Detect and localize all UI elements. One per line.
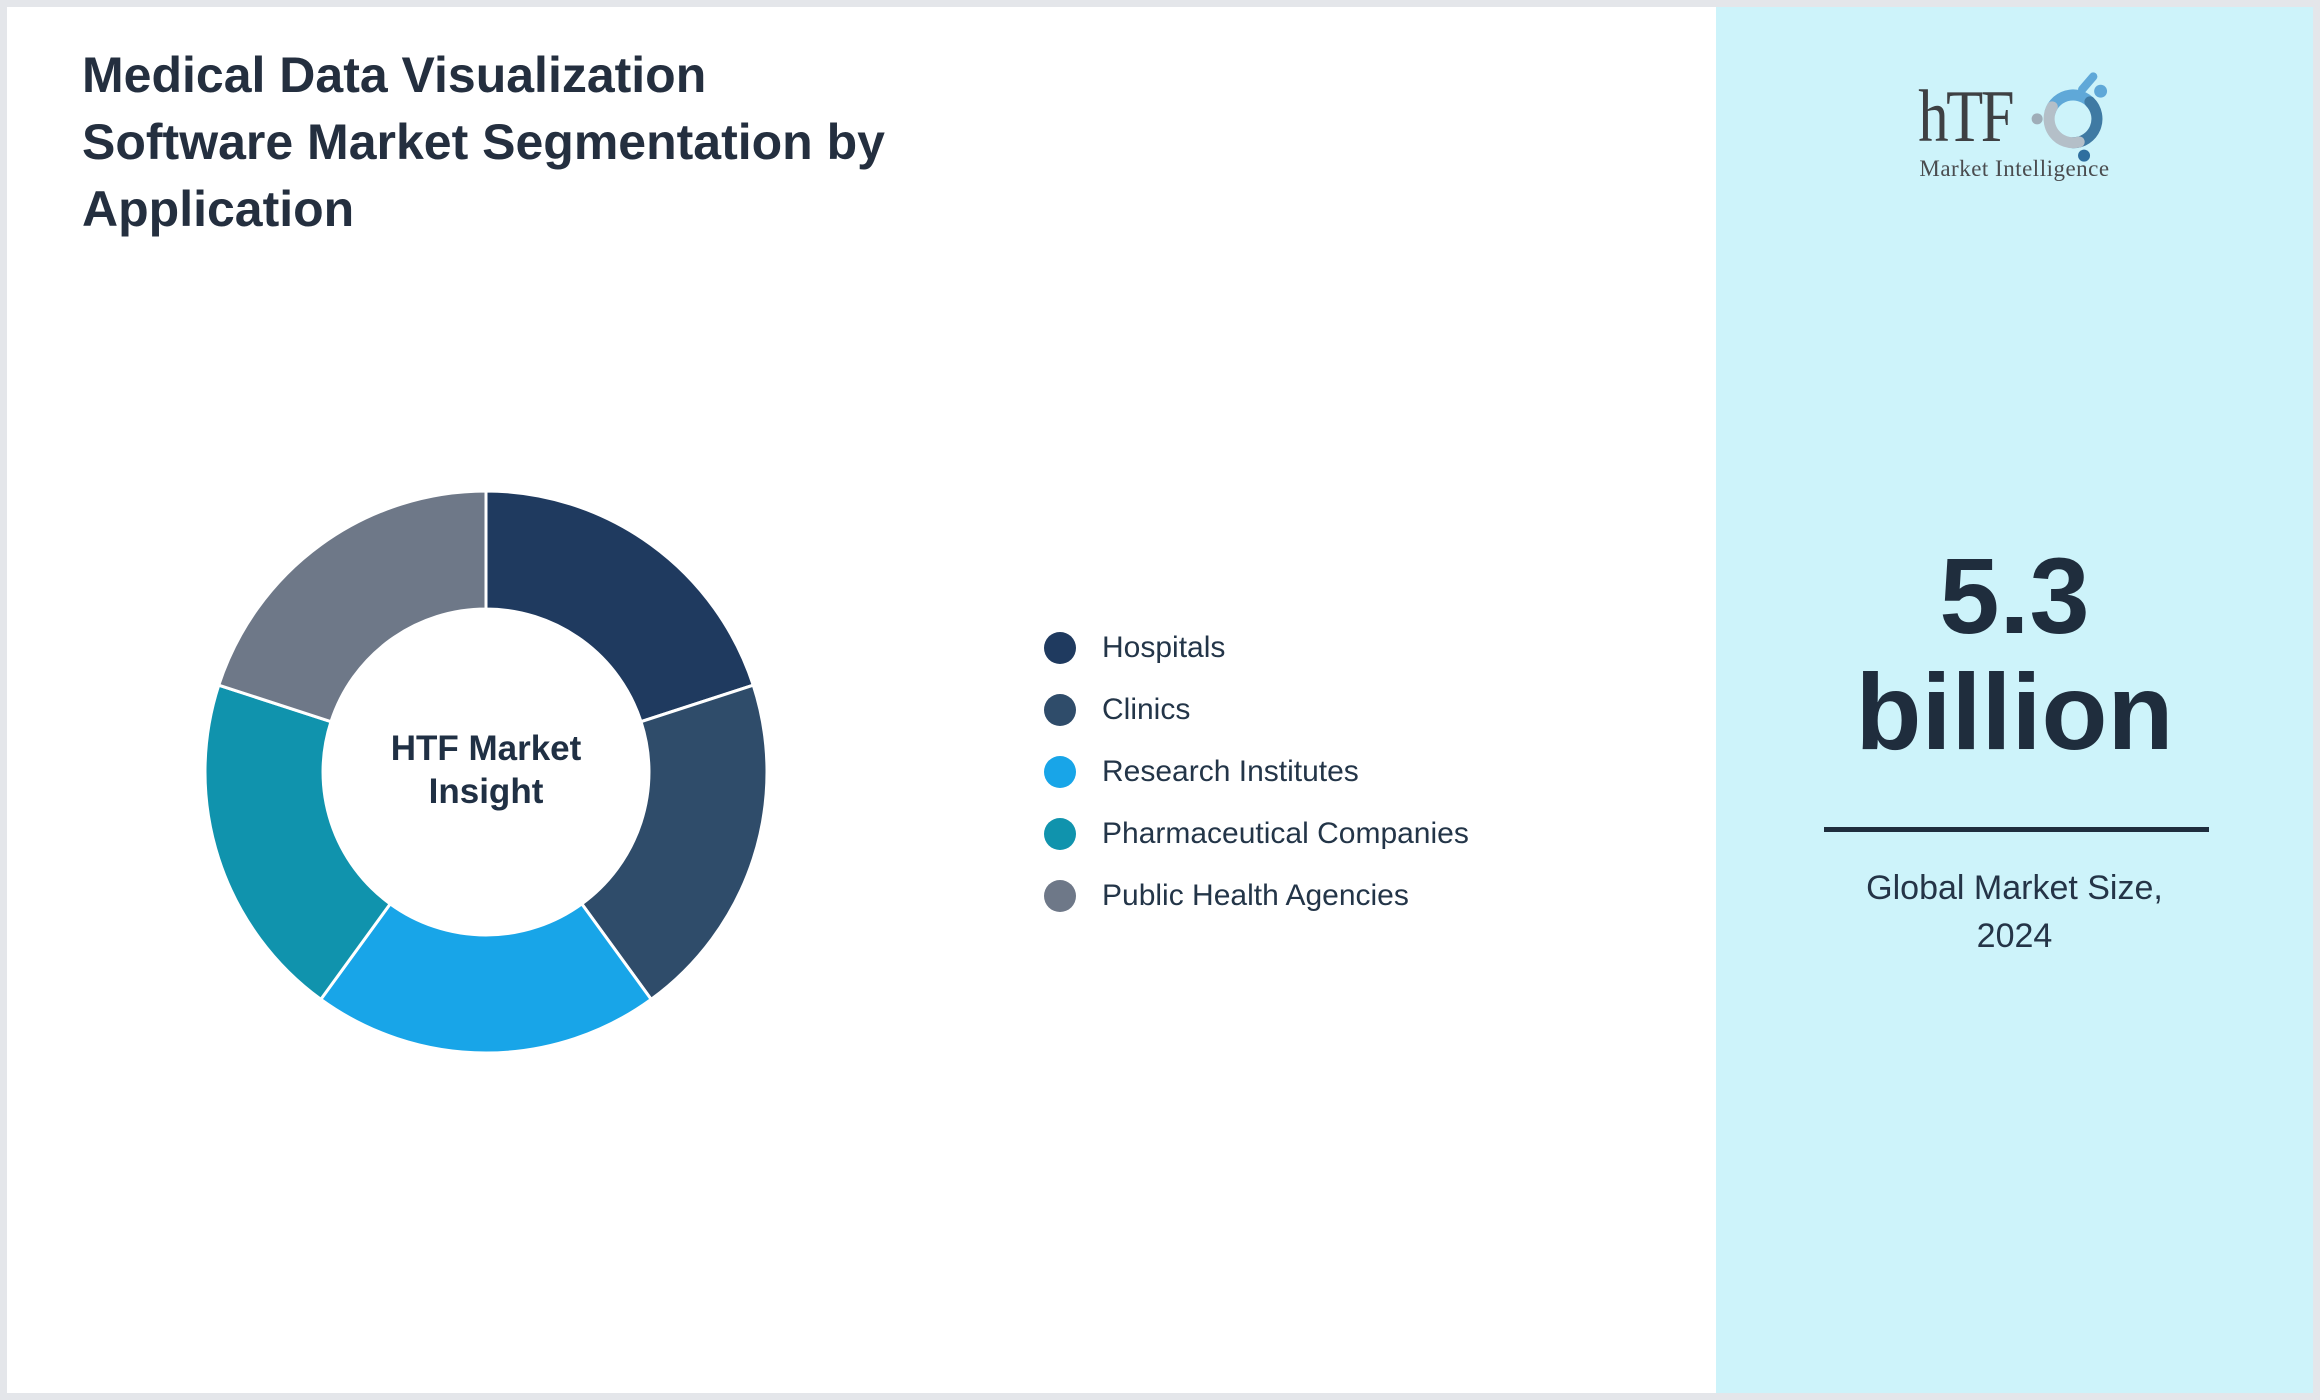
chart-legend: Hospitals Clinics Research Institutes Pharm… xyxy=(1044,631,1469,941)
htf-logo-row: hTF xyxy=(1716,72,2313,162)
htf-logo-swirl-icon xyxy=(2031,72,2107,162)
htf-logo-subtext: Market Intelligence xyxy=(1919,156,2110,181)
legend-label: Pharmaceutical Companies xyxy=(1102,817,1469,850)
legend-item-hospitals: Hospitals xyxy=(1044,631,1469,665)
donut-segment-research-institutes xyxy=(318,901,654,1055)
donut-center-label: HTF Market Insight xyxy=(390,729,582,811)
legend-item-research-institutes: Research Institutes xyxy=(1044,755,1469,789)
donut-segment-public-health-agencies xyxy=(216,489,488,724)
donut-segment-clinics xyxy=(579,683,769,1002)
legend-swatch-icon xyxy=(1044,632,1076,664)
legend-label: Public Health Agencies xyxy=(1102,879,1409,912)
legend-swatch-icon xyxy=(1044,694,1076,726)
legend-swatch-icon xyxy=(1044,880,1076,912)
market-size-panel xyxy=(1716,7,2313,1393)
page-title: Medical Data Visualization Software Mark… xyxy=(82,47,885,237)
legend-swatch-icon xyxy=(1044,756,1076,788)
market-size-caption: Global Market Size, 2024 xyxy=(1866,869,2163,955)
legend-item-public-health-agencies: Public Health Agencies xyxy=(1044,879,1469,913)
market-size-value: 5.3 billion xyxy=(1855,535,2174,772)
legend-label: Clinics xyxy=(1102,693,1191,726)
legend-item-clinics: Clinics xyxy=(1044,693,1469,727)
legend-item-pharmaceutical-companies: Pharmaceutical Companies xyxy=(1044,817,1469,851)
donut-segment-hospitals xyxy=(484,489,756,724)
htf-logo-text: hTF xyxy=(1918,76,2015,158)
divider-line xyxy=(1824,827,2209,832)
legend-swatch-icon xyxy=(1044,818,1076,850)
donut-chart xyxy=(203,489,769,1055)
legend-label: Hospitals xyxy=(1102,631,1226,664)
donut-segment-pharmaceutical-companies xyxy=(203,683,393,1002)
legend-label: Research Institutes xyxy=(1102,755,1359,788)
htf-logo: hTF Market Intelligence xyxy=(1716,72,2313,182)
